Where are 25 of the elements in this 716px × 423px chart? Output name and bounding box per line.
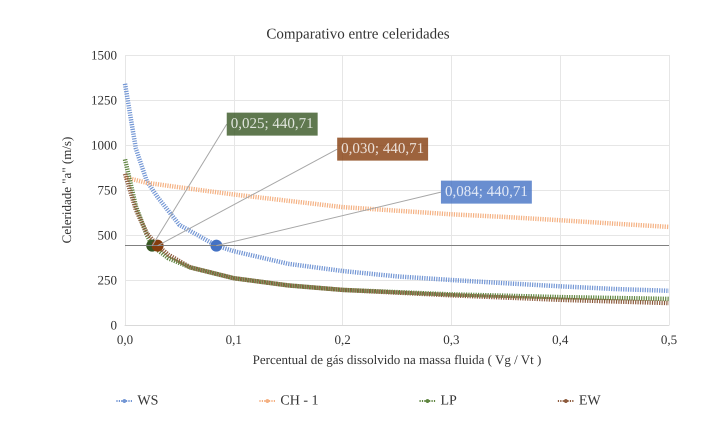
line-series — [122, 82, 672, 294]
y-tick-label: 1000 — [91, 138, 117, 152]
legend-label: EW — [578, 394, 602, 408]
x-tick-label: 0,2 — [334, 332, 351, 347]
x-tick-label: 0,1 — [226, 332, 242, 347]
x-tick-label: 0,5 — [660, 332, 678, 347]
line-series — [122, 175, 672, 230]
annotation: 0,025; 440,71 — [230, 116, 314, 132]
x-tick-label: 0,3 — [443, 332, 460, 347]
x-tick-label: 0,4 — [552, 332, 569, 347]
legend-label: LP — [440, 394, 458, 408]
legend-label: CH - 1 — [280, 394, 319, 408]
x-axis-title: Percentual de gás dissolvido na massa fluida ( Vg / Vt ) — [252, 352, 542, 367]
y-tick-label: 500 — [98, 228, 117, 242]
y-tick-label: 750 — [98, 182, 117, 198]
x-tick-label: 0,0 — [116, 332, 134, 347]
y-tick-label: 250 — [98, 272, 117, 288]
legend-label: WS — [137, 394, 158, 408]
y-tick-label: 1500 — [91, 48, 117, 62]
y-tick-label: 0 — [110, 318, 117, 332]
y-axis-title: Celeridade "a" (m/s) — [59, 136, 74, 244]
y-tick-label: 1250 — [91, 92, 117, 108]
chart-title: Comparativo entre celeridades — [266, 26, 450, 42]
annotation: 0,084; 440,71 — [444, 184, 528, 200]
annotation: 0,030; 440,71 — [341, 141, 424, 158]
